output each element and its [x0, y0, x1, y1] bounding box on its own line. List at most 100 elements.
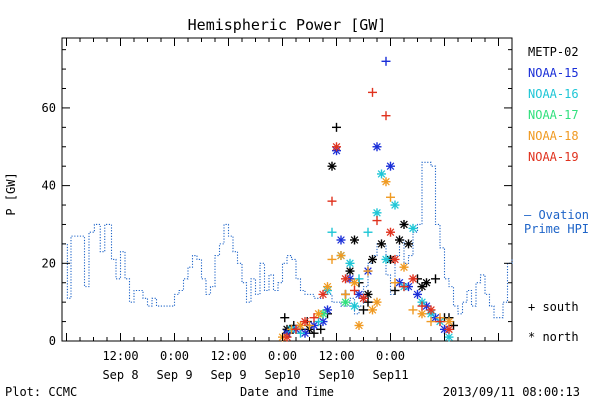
data-point [408, 305, 418, 315]
data-point [309, 328, 319, 338]
data-point [390, 254, 400, 264]
data-point [323, 282, 332, 292]
data-point [341, 274, 350, 284]
data-point [390, 200, 400, 210]
data-point [417, 309, 427, 319]
x-tick-label: 12:00 [210, 349, 246, 363]
data-point [314, 309, 323, 319]
data-point [399, 219, 409, 229]
data-point [413, 289, 422, 299]
data-point [390, 278, 400, 288]
data-point [296, 328, 305, 338]
y-axis-label: P [GW] [4, 172, 18, 215]
data-point [327, 161, 337, 171]
x-tick-label: 12:00 [102, 349, 138, 363]
x-tick-date-label: Sep 8 [102, 368, 138, 382]
data-point [390, 286, 400, 295]
data-point [381, 56, 391, 66]
ovation-legend-line1: – Ovation [524, 208, 589, 222]
y-tick-label: 20 [42, 256, 56, 270]
symbol-legend-entry: * north [528, 330, 579, 344]
data-point [350, 301, 359, 311]
y-tick-label: 40 [42, 179, 56, 193]
data-point [444, 317, 454, 327]
data-point [327, 254, 337, 264]
chart-title: Hemispheric Power [GW] [188, 16, 387, 34]
data-point [404, 239, 413, 249]
data-point [449, 320, 458, 330]
data-point [372, 297, 382, 307]
data-point [399, 262, 409, 272]
footer-plot-credit: Plot: CCMC [5, 385, 77, 399]
legend-entry: NOAA-16 [528, 87, 579, 101]
data-point [408, 223, 418, 233]
data-point [363, 297, 373, 307]
x-tick-date-label: Sep10 [318, 368, 354, 382]
data-point [336, 251, 346, 261]
x-tick-label: 0:00 [160, 349, 189, 363]
legend: METP-02 NOAA-15 NOAA-16 NOAA-17 NOAA-18 NOAA-… [528, 45, 579, 164]
data-point [291, 324, 301, 334]
data-point [359, 305, 368, 315]
data-point [332, 122, 341, 132]
data-point [314, 317, 323, 327]
data-point [350, 235, 359, 245]
data-point [386, 192, 395, 202]
x-tick-label: 0:00 [268, 349, 297, 363]
data-point [336, 235, 346, 245]
data-point [381, 254, 391, 264]
data-point [444, 324, 454, 334]
data-point [316, 324, 326, 334]
data-point [354, 320, 364, 330]
ovation-legend: – Ovation Prime HPI [524, 208, 589, 236]
data-point [368, 305, 377, 315]
data-point [363, 266, 373, 276]
data-point [368, 87, 377, 97]
symbol-legend: + south * north [528, 300, 579, 344]
x-tick-label: 12:00 [318, 349, 354, 363]
data-point [372, 142, 382, 152]
symbol-legend-entry: + south [528, 300, 579, 314]
data-point [327, 227, 337, 237]
data-point [444, 332, 454, 342]
x-tick-date-label: Sep 9 [156, 368, 192, 382]
y-tick-label: 0 [49, 334, 56, 348]
data-point [341, 289, 350, 299]
data-point [386, 161, 395, 171]
data-point [422, 278, 431, 288]
data-point [381, 177, 391, 187]
data-point [363, 289, 373, 299]
ovation-legend-line2: Prime HPI [524, 222, 589, 236]
data-point [395, 235, 404, 245]
legend-entry: METP-02 [528, 45, 579, 59]
x-tick-date-label: Sep 9 [210, 368, 246, 382]
data-point [341, 297, 350, 307]
data-point [327, 196, 337, 206]
data-point [350, 278, 359, 288]
data-point [280, 313, 290, 323]
x-tick-date-label: Sep11 [372, 368, 408, 382]
data-point [408, 274, 418, 284]
ovation-line [62, 161, 513, 319]
data-point [368, 254, 377, 264]
data-point [300, 317, 310, 327]
legend-entry: NOAA-18 [528, 129, 579, 143]
data-point [305, 320, 314, 330]
ovation-series [62, 161, 513, 319]
data-point [377, 239, 386, 249]
data-point [377, 169, 386, 179]
legend-entry: NOAA-19 [528, 150, 579, 164]
data-point [296, 320, 305, 330]
data-point [332, 142, 341, 152]
data-point [386, 227, 395, 237]
data-point [417, 301, 427, 311]
legend-entry: NOAA-15 [528, 66, 579, 80]
x-tick-date-label: Sep10 [264, 368, 300, 382]
data-point [354, 274, 364, 284]
data-point [345, 258, 355, 268]
satellite-points [278, 56, 458, 342]
data-point [282, 332, 292, 342]
data-point [359, 293, 368, 303]
y-tick-label: 60 [42, 101, 56, 115]
